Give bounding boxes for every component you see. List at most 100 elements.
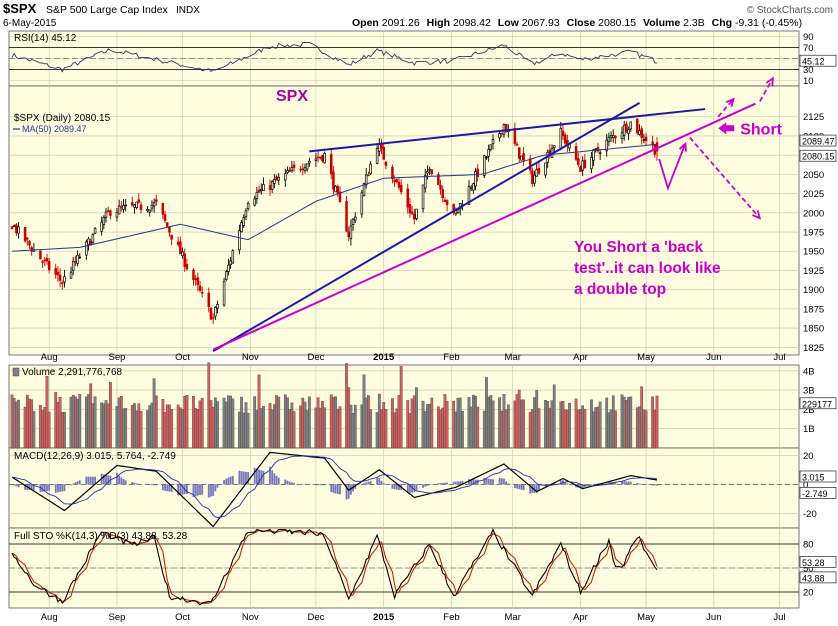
macd-hist-bar xyxy=(201,484,204,495)
macd-y-tick-label: 0 xyxy=(803,480,808,491)
volume-bar xyxy=(430,397,434,449)
macd-hist-bar xyxy=(317,484,320,486)
price-candle xyxy=(196,277,200,285)
price-candle xyxy=(229,260,232,265)
price-candle xyxy=(426,171,429,174)
price-candle xyxy=(133,204,136,208)
macd-hist-bar xyxy=(334,484,337,494)
rsi-y-tick-label: 30 xyxy=(803,65,814,76)
ma50-last-value: 2089.47 xyxy=(802,137,835,147)
price-candle xyxy=(552,145,556,149)
price-candle xyxy=(120,206,123,208)
macd-hist-bar xyxy=(168,484,171,492)
macd-hist-bar xyxy=(179,484,182,495)
macd-hist-bar xyxy=(627,481,630,485)
macd-hist-bar xyxy=(444,482,446,485)
macd-hist-bar xyxy=(535,484,538,493)
price-candle xyxy=(231,250,235,264)
price-candle xyxy=(563,134,567,144)
price-candle xyxy=(397,181,401,188)
price-candle xyxy=(257,189,261,193)
macd-hist-bar xyxy=(315,484,317,486)
ohlc-line: Open 2091.26 High 2098.42 Low 2067.93 Cl… xyxy=(352,17,802,29)
stoch-d-last-value: 53.28 xyxy=(802,558,825,568)
price-candle xyxy=(194,278,197,281)
projection-up-arrow-2 xyxy=(759,77,774,102)
macd-hist-bar xyxy=(245,471,247,485)
volume-bar xyxy=(200,397,204,449)
macd-hist-bar xyxy=(94,476,96,485)
macd-hist-bar xyxy=(339,484,341,495)
price-candle xyxy=(622,125,626,136)
price-candle xyxy=(321,155,324,162)
symbol-title: $SPX xyxy=(3,1,37,16)
macd-hist-bar xyxy=(238,470,241,485)
macd-hist-bar xyxy=(207,484,210,498)
price-y-tick-label: 1825 xyxy=(803,343,824,354)
stoch-x-tick-label: Mar xyxy=(505,612,521,623)
volume-legend-swatch xyxy=(12,367,20,377)
volume-bar xyxy=(78,393,82,449)
volume-bar xyxy=(231,398,235,449)
price-candle xyxy=(487,149,490,157)
index-name: S&P 500 Large Cap Index xyxy=(46,4,169,16)
date-label: 6-May-2015 xyxy=(3,18,57,29)
macd-hist-bar xyxy=(369,480,372,485)
close-label: Close xyxy=(567,17,596,29)
macd-hist-bar xyxy=(330,484,333,493)
price-candle xyxy=(299,168,302,171)
macd-hist-bar xyxy=(653,484,656,486)
rsi-last-value: 45.12 xyxy=(802,57,825,67)
macd-hist-bar xyxy=(214,484,217,492)
projection-down-arrow xyxy=(689,136,761,219)
price-candle xyxy=(535,169,539,177)
stoch-k-last-value: 43.88 xyxy=(802,573,825,583)
price-candle xyxy=(428,168,431,171)
macd-hist-bar xyxy=(500,478,503,485)
macd-hist-bar xyxy=(63,484,66,492)
price-candle xyxy=(369,163,372,174)
macd-hist-bar xyxy=(284,479,287,485)
macd-hist-bar xyxy=(651,484,654,486)
price-candle xyxy=(384,161,388,166)
stoch-x-tick-label: Apr xyxy=(573,612,588,623)
price-candle xyxy=(43,259,47,262)
macd-hist-bar xyxy=(85,476,88,485)
macd-hist-bar xyxy=(426,484,429,486)
price-candle xyxy=(612,135,615,139)
macd-hist-bar xyxy=(137,483,140,485)
macd-hist-bar xyxy=(437,483,440,485)
price-candle xyxy=(364,174,368,186)
price-candle xyxy=(483,155,486,176)
macd-hist-bar xyxy=(336,484,339,494)
price-candle xyxy=(395,179,399,182)
price-candle xyxy=(336,186,340,194)
support-trendline-magenta xyxy=(212,102,756,351)
macd-hist-bar xyxy=(398,484,400,490)
macd-hist-bar xyxy=(15,484,18,487)
price-candle xyxy=(240,222,243,233)
macd-hist-bar xyxy=(120,477,123,485)
volume-bar xyxy=(154,395,158,449)
macd-hist-bar xyxy=(148,484,151,486)
price-candle xyxy=(314,158,318,161)
watermark: © StockCharts.com xyxy=(747,5,833,16)
macd-hist-bar xyxy=(186,484,188,494)
price-candle xyxy=(28,241,31,246)
volume-bar xyxy=(369,409,372,449)
price-candle xyxy=(85,241,88,256)
macd-hist-bar xyxy=(505,481,508,485)
macd-hist-bar xyxy=(262,470,265,485)
price-candle xyxy=(104,211,108,218)
price-candle xyxy=(288,169,291,172)
macd-hist-bar xyxy=(212,484,215,496)
price-candle xyxy=(155,199,158,202)
price-candle xyxy=(61,282,64,285)
price-candle xyxy=(139,204,143,211)
macd-hist-bar xyxy=(87,476,90,485)
projection-down-arrow-head xyxy=(752,210,762,220)
volume-bar xyxy=(415,387,418,449)
exchange-label: INDX xyxy=(176,5,200,16)
note-line: test'..it can look like xyxy=(574,260,721,277)
price-candle xyxy=(410,211,414,215)
